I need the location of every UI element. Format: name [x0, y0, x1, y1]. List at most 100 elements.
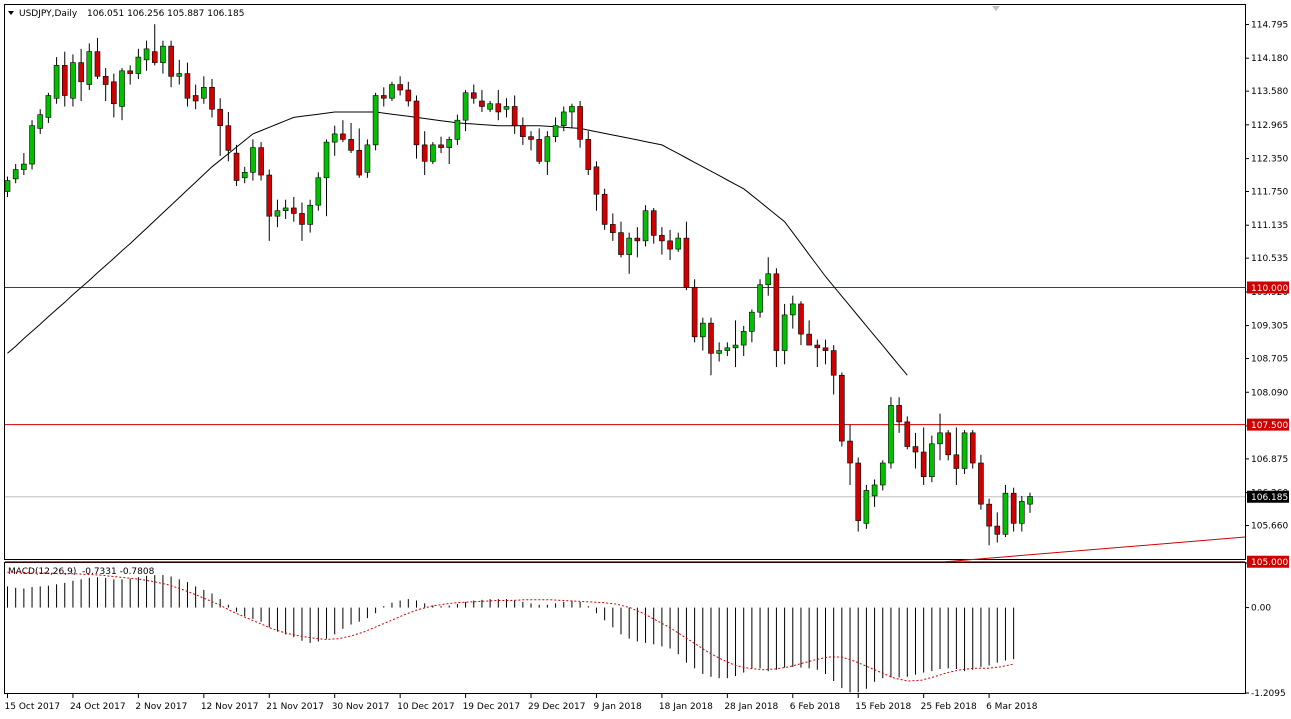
candle[interactable] — [184, 62, 191, 107]
candle[interactable] — [12, 164, 19, 184]
candle[interactable] — [495, 90, 502, 121]
candle[interactable] — [528, 131, 534, 151]
candle[interactable] — [372, 92, 379, 151]
candle[interactable] — [773, 268, 780, 368]
candle[interactable] — [479, 90, 485, 112]
candle[interactable] — [94, 37, 101, 80]
candle[interactable] — [61, 51, 68, 107]
candle[interactable] — [192, 84, 199, 110]
candle[interactable] — [37, 109, 44, 134]
candle[interactable] — [618, 221, 624, 258]
candle[interactable] — [896, 397, 902, 433]
candle[interactable] — [814, 339, 821, 368]
candle[interactable] — [331, 125, 338, 156]
candle[interactable] — [127, 65, 133, 85]
candle[interactable] — [839, 372, 845, 447]
candle[interactable] — [470, 84, 477, 104]
candle[interactable] — [274, 199, 281, 228]
candle[interactable] — [160, 40, 166, 74]
candle[interactable] — [577, 100, 583, 148]
candle[interactable] — [250, 139, 256, 181]
candle[interactable] — [340, 120, 346, 143]
candle[interactable] — [888, 397, 894, 469]
candle[interactable] — [789, 295, 796, 329]
candle[interactable] — [282, 199, 289, 219]
candle[interactable] — [241, 166, 248, 184]
candle[interactable] — [798, 301, 804, 346]
candle[interactable] — [569, 103, 575, 129]
candle[interactable] — [503, 98, 510, 118]
candle[interactable] — [53, 57, 60, 104]
candle[interactable] — [593, 161, 600, 211]
candle[interactable] — [446, 136, 453, 165]
candle[interactable] — [806, 320, 812, 346]
candle[interactable] — [364, 139, 371, 178]
candle[interactable] — [151, 24, 158, 66]
candle[interactable] — [732, 320, 739, 368]
candle[interactable] — [724, 342, 731, 357]
candle[interactable] — [929, 435, 935, 483]
symbol-menu-triangle-icon[interactable] — [8, 11, 14, 15]
candle[interactable] — [21, 153, 27, 176]
candle[interactable] — [430, 142, 436, 165]
candle[interactable] — [863, 484, 870, 529]
candle[interactable] — [986, 498, 992, 546]
candle[interactable] — [1027, 492, 1033, 513]
candle[interactable] — [683, 221, 690, 291]
candle[interactable] — [299, 202, 305, 241]
candle[interactable] — [45, 92, 52, 123]
candle[interactable] — [953, 427, 960, 485]
candle[interactable] — [29, 120, 35, 170]
candle[interactable] — [691, 279, 698, 343]
candle[interactable] — [879, 460, 886, 491]
candle[interactable] — [675, 232, 682, 252]
candle[interactable] — [4, 176, 11, 197]
candle[interactable] — [659, 227, 665, 255]
candle[interactable] — [176, 59, 183, 85]
candle[interactable] — [462, 90, 469, 132]
candle[interactable] — [380, 87, 387, 107]
candle[interactable] — [601, 188, 608, 230]
candle[interactable] — [258, 142, 264, 181]
candle[interactable] — [389, 81, 395, 101]
candle[interactable] — [78, 48, 84, 101]
candle[interactable] — [822, 339, 829, 365]
candle[interactable] — [699, 317, 706, 351]
candle[interactable] — [961, 430, 968, 474]
candle[interactable] — [348, 122, 354, 154]
candle[interactable] — [871, 479, 878, 507]
candle[interactable] — [667, 229, 673, 261]
candle[interactable] — [487, 100, 493, 112]
candle[interactable] — [520, 117, 526, 145]
candle[interactable] — [634, 227, 641, 258]
candle[interactable] — [511, 95, 518, 134]
candle[interactable] — [323, 139, 330, 217]
candle[interactable] — [978, 454, 984, 510]
candle[interactable] — [642, 205, 649, 247]
candle[interactable] — [315, 172, 322, 211]
candle[interactable] — [757, 279, 763, 318]
candle[interactable] — [552, 117, 559, 143]
candle[interactable] — [217, 98, 223, 156]
candle[interactable] — [904, 416, 911, 450]
candle[interactable] — [585, 131, 592, 176]
candle[interactable] — [855, 457, 862, 532]
candle[interactable] — [847, 424, 853, 485]
candle[interactable] — [266, 169, 273, 241]
candle[interactable] — [994, 512, 1001, 543]
candle[interactable] — [1019, 495, 1025, 532]
candle[interactable] — [749, 309, 755, 343]
candle[interactable] — [969, 430, 976, 469]
candle[interactable] — [438, 136, 444, 154]
candle[interactable] — [143, 40, 150, 71]
candle[interactable] — [397, 76, 403, 96]
candle[interactable] — [920, 427, 927, 485]
candle[interactable] — [740, 325, 747, 357]
candle[interactable] — [912, 432, 919, 469]
candle[interactable] — [70, 54, 76, 107]
candle[interactable] — [650, 207, 657, 244]
candle[interactable] — [945, 430, 952, 461]
candle[interactable] — [405, 81, 412, 107]
candle[interactable] — [233, 144, 240, 187]
